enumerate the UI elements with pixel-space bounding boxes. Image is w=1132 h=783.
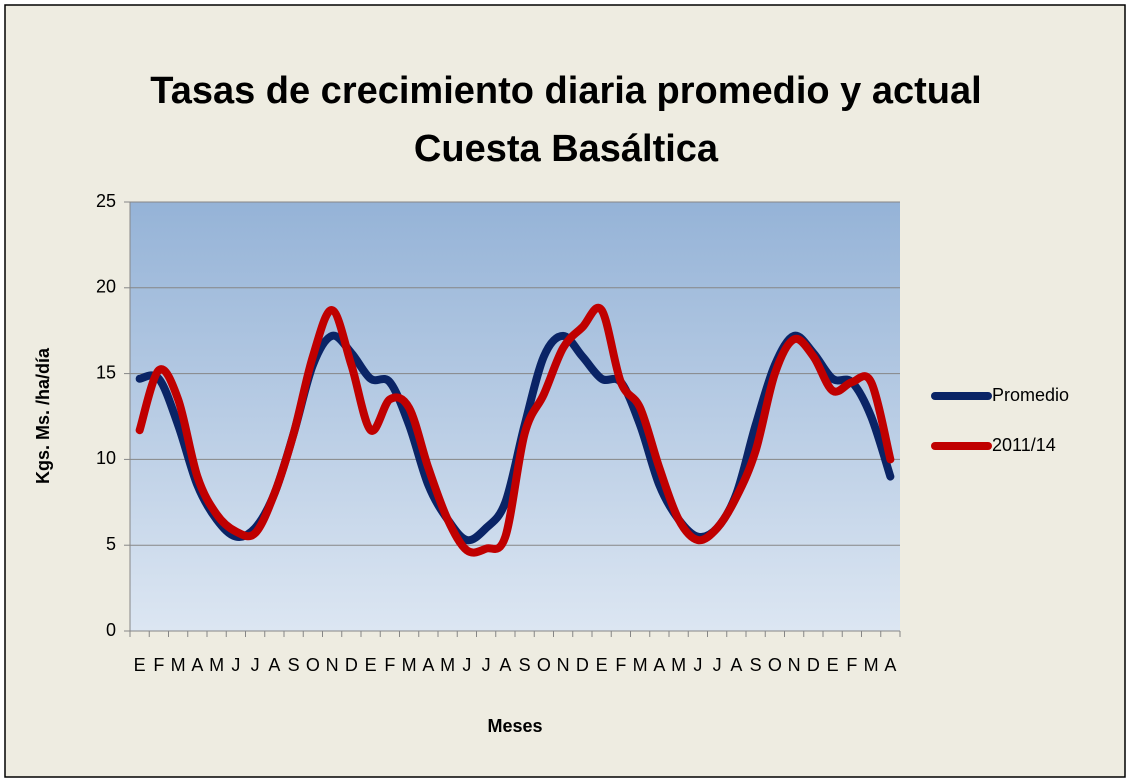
x-tick-label: A — [422, 655, 434, 675]
x-tick-label: M — [402, 655, 417, 675]
y-tick-label: 15 — [96, 362, 116, 382]
x-tick-label: S — [519, 655, 531, 675]
chart-title: Tasas de crecimiento diaria promedio y a… — [150, 70, 982, 170]
x-tick-label: F — [846, 655, 857, 675]
x-tick-label: F — [384, 655, 395, 675]
x-tick-label: A — [730, 655, 742, 675]
x-tick-label: M — [440, 655, 455, 675]
x-tick-label: D — [807, 655, 820, 675]
x-tick-label: E — [134, 655, 146, 675]
plot-area — [130, 202, 900, 631]
x-tick-label: A — [191, 655, 203, 675]
x-tick-label: N — [788, 655, 801, 675]
x-tick-label: J — [713, 655, 722, 675]
x-tick-label: M — [633, 655, 648, 675]
x-tick-label: J — [462, 655, 471, 675]
x-tick-label: N — [557, 655, 570, 675]
series-line — [135, 303, 895, 557]
x-tick-label: M — [864, 655, 879, 675]
legend-label: Promedio — [992, 385, 1069, 405]
x-tick-label: D — [576, 655, 589, 675]
x-tick-label: M — [209, 655, 224, 675]
x-tick-label: M — [671, 655, 686, 675]
x-tick-label: A — [884, 655, 896, 675]
y-tick-label: 5 — [106, 534, 116, 554]
x-tick-label: J — [482, 655, 491, 675]
x-tick-label: A — [653, 655, 665, 675]
x-axis-label: Meses — [487, 716, 542, 736]
x-tick-label: F — [615, 655, 626, 675]
x-tick-label: F — [153, 655, 164, 675]
x-tick-label: A — [499, 655, 511, 675]
x-tick-label: E — [596, 655, 608, 675]
y-axis-label: Kgs. Ms. /ha/día — [33, 347, 53, 484]
y-tick-label: 10 — [96, 448, 116, 468]
y-tick-label: 20 — [96, 277, 116, 297]
y-tick-label: 25 — [96, 191, 116, 211]
x-tick-label: A — [268, 655, 280, 675]
legend-label: 2011/14 — [992, 435, 1056, 455]
x-tick-label: E — [827, 655, 839, 675]
x-tick-label: J — [251, 655, 260, 675]
x-tick-label: J — [693, 655, 702, 675]
x-tick-label: O — [306, 655, 320, 675]
x-tick-label: D — [345, 655, 358, 675]
x-tick-label: S — [750, 655, 762, 675]
x-tick-label: S — [288, 655, 300, 675]
x-tick-label: J — [231, 655, 240, 675]
x-tick-label: N — [326, 655, 339, 675]
x-tick-label: O — [537, 655, 551, 675]
x-tick-label: M — [171, 655, 186, 675]
x-tick-label: E — [365, 655, 377, 675]
y-tick-label: 0 — [106, 620, 116, 640]
x-tick-label: O — [768, 655, 782, 675]
